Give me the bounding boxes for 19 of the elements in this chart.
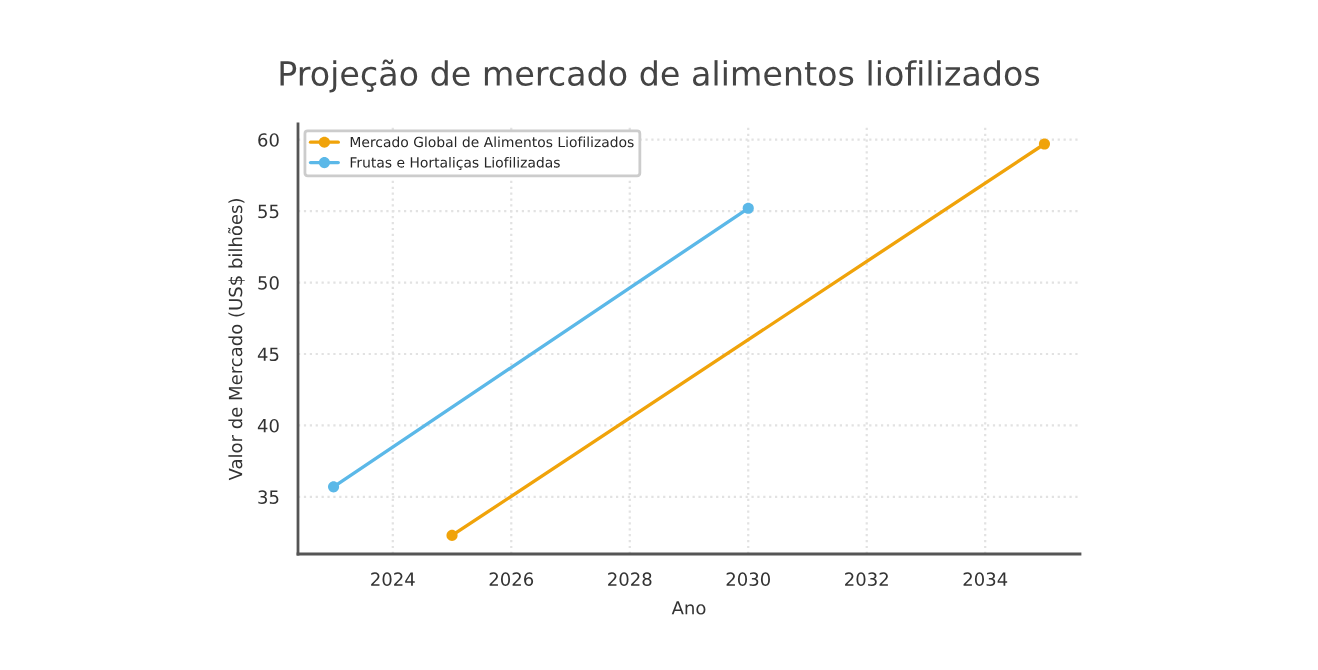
y-tick-label: 45 <box>257 347 279 362</box>
y-tick-label: 35 <box>258 490 279 504</box>
y-tick-label: 55 <box>258 204 279 219</box>
x-axis-title: Ano <box>671 601 706 615</box>
y-tick-label: 50 <box>258 276 279 290</box>
y-tick-label: 40 <box>257 418 279 433</box>
x-tick-label: 2026 <box>489 572 534 587</box>
point <box>446 529 458 541</box>
point <box>1038 138 1051 150</box>
x-tick-label: 2032 <box>845 572 888 587</box>
x-tick-label: 2028 <box>608 572 652 587</box>
point <box>327 481 340 493</box>
y-tick-label: 60 <box>258 133 279 147</box>
chart-title: Projeção de mercado de alimentos liofilizados <box>280 59 1040 93</box>
x-tick-label: 2030 <box>726 572 771 587</box>
point <box>742 202 754 214</box>
x-tick-label: 2024 <box>371 572 415 587</box>
y-axis-title: Valor de Mercado (US$ bilhões) <box>228 199 245 481</box>
x-tick-label: 2034 <box>963 572 1008 587</box>
